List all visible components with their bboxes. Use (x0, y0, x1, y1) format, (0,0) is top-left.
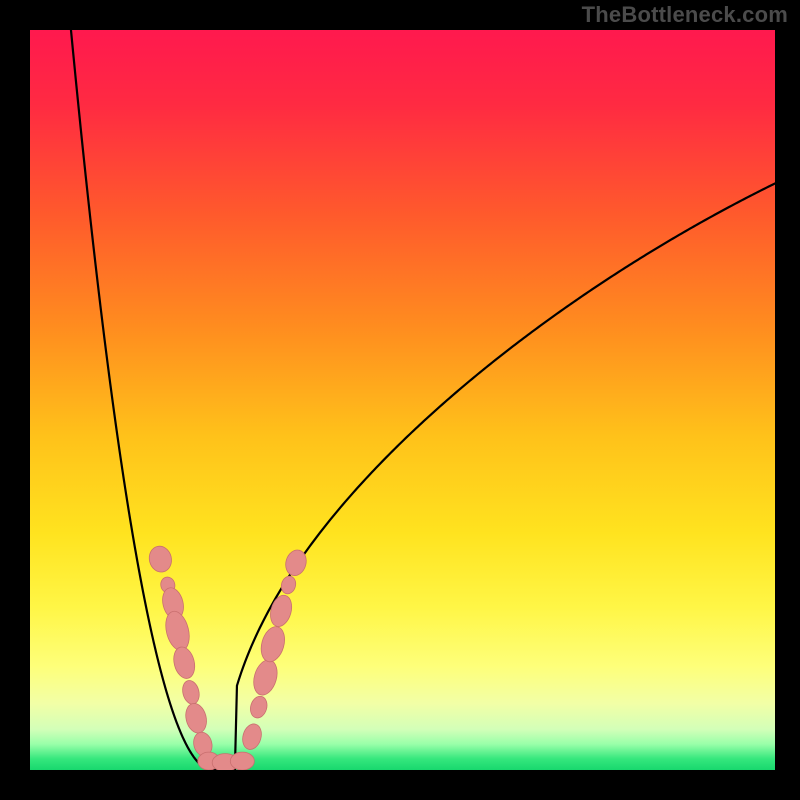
gradient-background (30, 30, 775, 770)
chart-svg (30, 30, 775, 770)
plot-area (30, 30, 775, 770)
watermark-text: TheBottleneck.com (582, 2, 788, 28)
curve-marker (230, 752, 254, 770)
figure-frame: TheBottleneck.com (0, 0, 800, 800)
